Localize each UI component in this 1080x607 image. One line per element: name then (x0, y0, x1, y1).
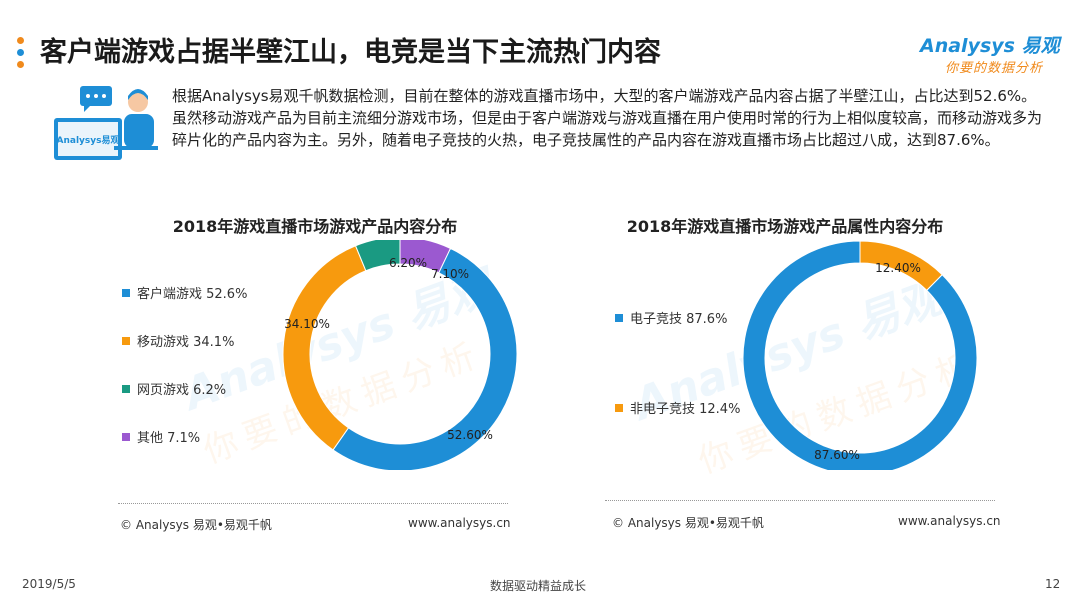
legend-swatch (122, 336, 130, 345)
page-title: 客户端游戏占据半壁江山，电竞是当下主流热门内容 (40, 37, 661, 68)
chart-divider (605, 500, 995, 502)
legend-swatch (122, 384, 130, 393)
page-number: 12 (1045, 577, 1061, 591)
chart-legend: 客户端游戏 52.6% 移动游戏 34.1% 网页游戏 6.2% 其他 7.1% (122, 283, 282, 453)
legend-label: 非电子竞技 12.4% (630, 402, 741, 417)
legend-label: 移动游戏 34.1% (137, 335, 235, 350)
bullet-dot (17, 49, 24, 56)
legend-item: 电子竞技 87.6% (615, 308, 727, 327)
data-label: 6.20% (389, 256, 427, 270)
intro-paragraph: 根据Analysys易观千帆数据检测，目前在整体的游戏直播市场中，大型的客户端游… (172, 87, 1043, 149)
legend-label: 电子竞技 87.6% (630, 312, 728, 327)
data-label: 52.60% (447, 428, 493, 442)
legend-swatch (615, 313, 623, 322)
legend-item: 其他 7.1% (122, 427, 200, 446)
chart-divider (118, 503, 508, 505)
legend-swatch (122, 432, 130, 441)
legend-label: 网页游戏 6.2% (137, 383, 227, 398)
title-bullet-dots (17, 37, 27, 73)
legend-item: 客户端游戏 52.6% (122, 283, 247, 302)
intro-text: 根据Analysys易观千帆数据检测，目前在整体的游戏直播市场中，大型的客户端游… (172, 85, 1042, 151)
legend-label: 其他 7.1% (137, 431, 201, 446)
legend-label: 客户端游戏 52.6% (137, 287, 248, 302)
bullet-dot (17, 61, 24, 68)
chart-source-url: www.analysys.cn (408, 516, 511, 530)
bullet-dot (17, 37, 24, 44)
legend-item: 网页游戏 6.2% (122, 379, 226, 398)
legend-swatch (615, 403, 623, 412)
donut-slice-电子竞技 (742, 240, 978, 470)
legend-item: 非电子竞技 12.4% (615, 398, 740, 417)
brand-logo: Analysys 易观 (920, 35, 1060, 57)
chart-source: © Analysys 易观•易观千帆 (612, 516, 764, 530)
legend-item: 移动游戏 34.1% (122, 331, 234, 350)
footer-date: 2019/5/5 (22, 577, 76, 591)
chart-legend: 电子竞技 87.6% 非电子竞技 12.4% (615, 308, 765, 417)
svg-text:Analysys易观: Analysys易观 (57, 135, 120, 146)
data-label: 7.10% (431, 267, 469, 281)
brand-slogan: 你要的数据分析 (945, 61, 1044, 76)
footer-slogan: 数据驱动精益成长 (490, 579, 587, 593)
legend-swatch (122, 288, 130, 297)
data-label: 34.10% (284, 317, 330, 331)
chart-source-url: www.analysys.cn (898, 514, 1001, 528)
donut-slice-网页游戏 (354, 240, 401, 272)
donut-chart-content: 87.60% 12.40% (742, 240, 978, 470)
donut-slice-客户端游戏 (332, 247, 518, 470)
donut-chart-content: 52.60% 34.10% 6.20% 7.10% (282, 240, 518, 470)
donut-slice-移动游戏 (282, 245, 367, 451)
chart-source: © Analysys 易观•易观千帆 (120, 518, 272, 532)
chart-title: 2018年游戏直播市场游戏产品属性内容分布 (626, 217, 944, 236)
chart-title: 2018年游戏直播市场游戏产品内容分布 (172, 217, 458, 236)
data-label: 87.60% (814, 448, 860, 462)
analyst-illustration-icon: Analysys易观 (54, 86, 158, 160)
data-label: 12.40% (875, 261, 921, 275)
